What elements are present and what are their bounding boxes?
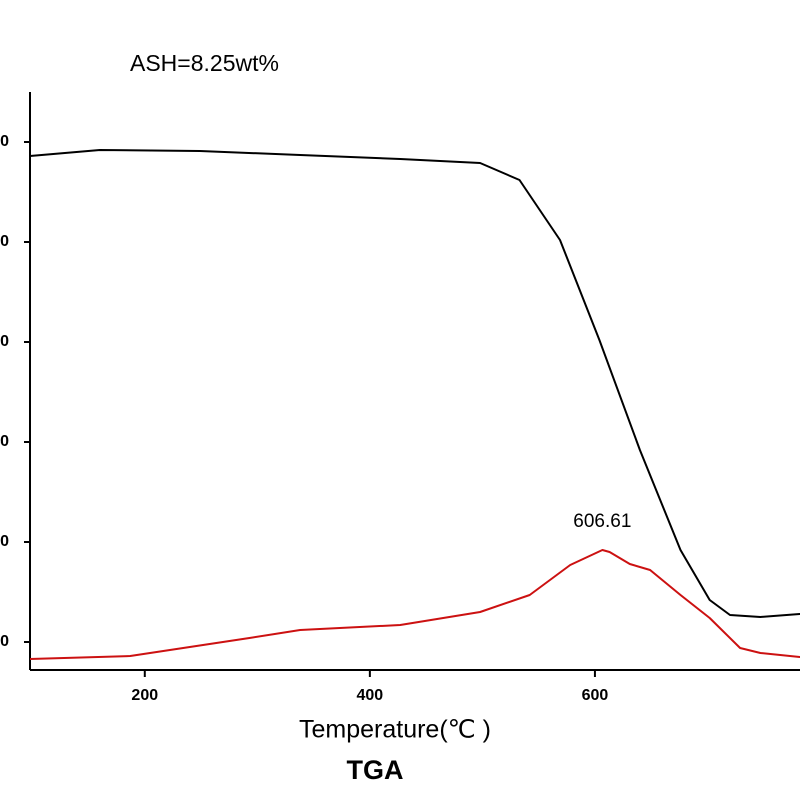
- data-line: [29, 149, 800, 618]
- data-line: [29, 549, 800, 660]
- y-tick-label: 40: [0, 433, 9, 450]
- y-tick-label: 80: [0, 233, 9, 250]
- chart-title: ASH=8.25wt%: [130, 50, 279, 76]
- x-axis-label: Temperature(℃ ): [299, 716, 491, 744]
- x-tick-label: 600: [582, 687, 609, 704]
- chart-subtitle: TGA: [347, 755, 404, 785]
- y-tick-label: 0: [0, 633, 9, 650]
- y-tick-label: 100: [0, 133, 9, 150]
- y-tick-label: 20: [0, 533, 9, 550]
- annotation: 606.61: [573, 511, 631, 532]
- y-tick-label: 60: [0, 333, 9, 350]
- x-tick-label: 200: [131, 687, 158, 704]
- x-tick-label: 400: [357, 687, 384, 704]
